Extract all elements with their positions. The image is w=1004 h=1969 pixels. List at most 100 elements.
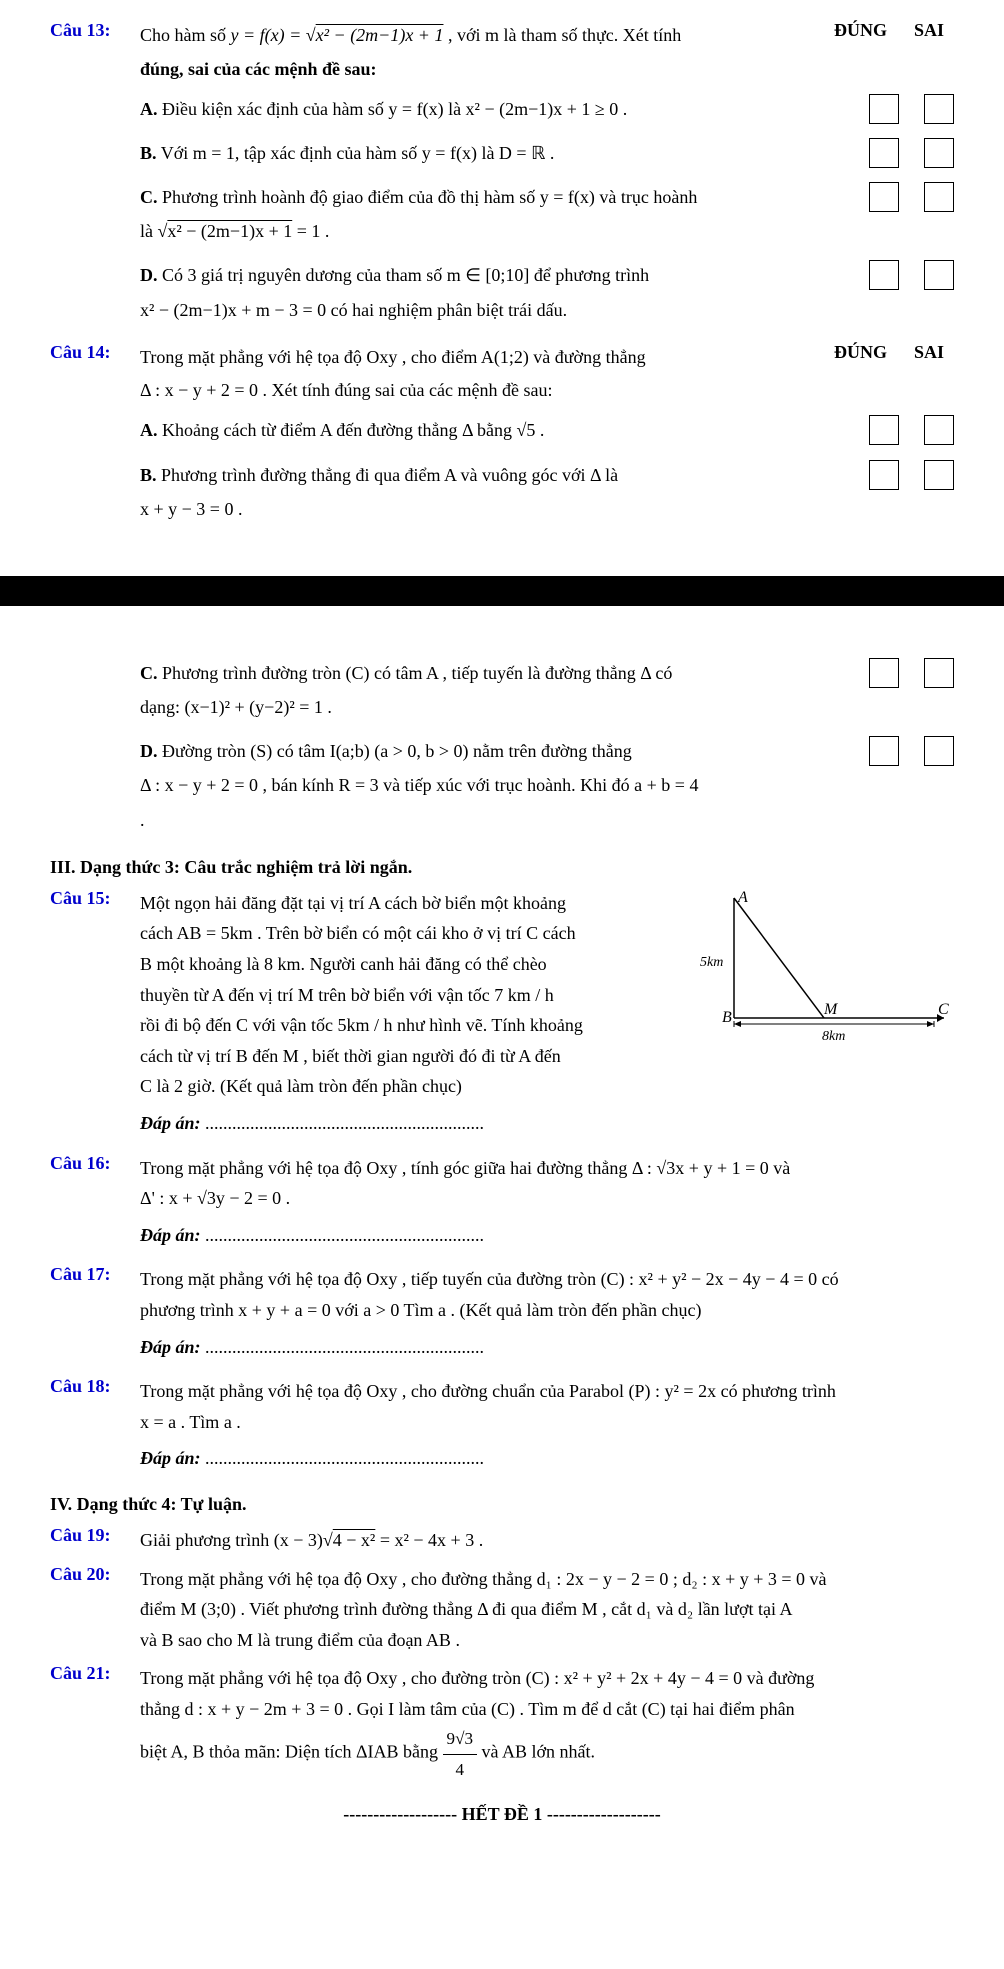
q14-a-row: A. Khoảng cách từ điểm A đến đường thẳng… [140, 413, 954, 447]
q13-c-sai-checkbox[interactable] [924, 182, 954, 212]
q20-row: Câu 20: Trong mặt phẳng với hệ tọa độ Ox… [50, 1564, 954, 1656]
q14-d-checkboxes [869, 734, 954, 766]
q14-c-sai-checkbox[interactable] [924, 658, 954, 688]
q14-header-sai: SAI [904, 342, 954, 363]
q18-answer: Đáp án: [140, 1443, 954, 1474]
q19-row: Câu 19: Giải phương trình (x − 3)√4 − x²… [50, 1525, 954, 1556]
q14-d-line2: Δ : x − y + 2 = 0 , bán kính R = 3 và ti… [140, 775, 698, 795]
q13-c-checkboxes [869, 180, 954, 212]
q14-b-dung-checkbox[interactable] [869, 460, 899, 490]
q19-text: Giải phương trình (x − 3)√4 − x² = x² − … [140, 1530, 483, 1550]
q21-label: Câu 21: [50, 1663, 140, 1684]
q14-c-line2: dạng: (x−1)² + (y−2)² = 1 . [140, 697, 332, 717]
q14-header-dung: ĐÚNG [834, 342, 884, 363]
q13-c-dung-checkbox[interactable] [869, 182, 899, 212]
q13-d-line2: x² − (2m−1)x + m − 3 = 0 có hai nghiệm p… [140, 300, 567, 320]
q18-text1: Trong mặt phẳng với hệ tọa độ Oxy , cho … [140, 1381, 836, 1401]
q13-header-row: Câu 13: Cho hàm số y = f(x) = √x² − (2m−… [50, 20, 954, 51]
q14-b-line1: Phương trình đường thẳng đi qua điểm A v… [157, 465, 619, 485]
q15-p7: C là 2 giờ. (Kết quả làm tròn đến phần c… [140, 1076, 462, 1096]
q13-body: Cho hàm số y = f(x) = √x² − (2m−1)x + 1 … [140, 20, 814, 51]
q14-a-sai-checkbox[interactable] [924, 415, 954, 445]
q15-diagram: A B M C 5km 8km [694, 888, 954, 1058]
q16-text2: Δ' : x + √3y − 2 = 0 . [140, 1188, 290, 1208]
q13-a-label: A. [140, 99, 158, 119]
q21-text1: Trong mặt phẳng với hệ tọa độ Oxy , cho … [140, 1668, 814, 1688]
q15-p4: thuyền từ A đến vị trí M trên bờ biển vớ… [140, 985, 554, 1005]
q13-a-content: Điều kiện xác định của hàm số y = f(x) l… [158, 99, 628, 119]
diagram-label-m: M [823, 1001, 839, 1018]
q18-row: Câu 18: Trong mặt phẳng với hệ tọa độ Ox… [50, 1376, 954, 1474]
q15-row: Câu 15: Một ngọn hải đăng đặt tại vị trí… [50, 888, 954, 1139]
q20-body: Trong mặt phẳng với hệ tọa độ Oxy , cho … [140, 1564, 954, 1656]
q13-d-dung-checkbox[interactable] [869, 260, 899, 290]
q14-d-label: D. [140, 741, 158, 761]
q13-c-line2: là √x² − (2m−1)x + 1 = 1 . [140, 221, 329, 241]
q14-a-text: A. Khoảng cách từ điểm A đến đường thẳng… [140, 413, 849, 447]
q13-c-line1: Phương trình hoành độ giao điểm của đồ t… [158, 187, 698, 207]
q13-line2: đúng, sai của các mệnh đề sau: [140, 59, 954, 80]
q13-c-text: C. Phương trình hoành độ giao điểm của đ… [140, 180, 849, 248]
q14-b-row: B. Phương trình đường thẳng đi qua điểm … [140, 458, 954, 526]
q13-a-sai-checkbox[interactable] [924, 94, 954, 124]
q14-d-sai-checkbox[interactable] [924, 736, 954, 766]
page-divider [0, 576, 1004, 606]
q21-frac-den: 4 [443, 1755, 477, 1784]
q13-intro-before: Cho hàm số [140, 25, 231, 45]
q15-body: Một ngọn hải đăng đặt tại vị trí A cách … [140, 888, 954, 1139]
q16-answer: Đáp án: [140, 1220, 954, 1251]
q13-b-content: Với m = 1, tập xác định của hàm số y = f… [157, 143, 555, 163]
q13-d-row: D. Có 3 giá trị nguyên dương của tham số… [140, 258, 954, 326]
q20-text1: Trong mặt phẳng với hệ tọa độ Oxy , cho … [140, 1569, 827, 1589]
q21-text3-before: biệt A, B thỏa mãn: Diện tích ΔIAB bằng [140, 1742, 443, 1762]
diagram-label-c: C [938, 1001, 949, 1018]
q14-header-cols: ĐÚNG SAI [834, 342, 954, 363]
q21-fraction: 9√3 4 [443, 1724, 477, 1783]
q15-p1: Một ngọn hải đăng đặt tại vị trí A cách … [140, 893, 566, 913]
q14-b-label: B. [140, 465, 157, 485]
q14-c-label: C. [140, 663, 158, 683]
q14-d-line1: Đường tròn (S) có tâm I(a;b) (a > 0, b >… [158, 741, 632, 761]
q14-header-row: Câu 14: Trong mặt phẳng với hệ tọa độ Ox… [50, 342, 954, 373]
q19-label: Câu 19: [50, 1525, 140, 1546]
q13-d-checkboxes [869, 258, 954, 290]
q17-row: Câu 17: Trong mặt phẳng với hệ tọa độ Ox… [50, 1264, 954, 1362]
diagram-label-a: A [737, 889, 748, 906]
q14-a-content: Khoảng cách từ điểm A đến đường thẳng Δ … [158, 420, 545, 440]
q14-body: Trong mặt phẳng với hệ tọa độ Oxy , cho … [140, 342, 814, 373]
q13-a-dung-checkbox[interactable] [869, 94, 899, 124]
q14-c-text: C. Phương trình đường tròn (C) có tâm A … [140, 656, 849, 724]
q14-c-row: C. Phương trình đường tròn (C) có tâm A … [140, 656, 954, 724]
q13-label: Câu 13: [50, 20, 140, 41]
q13-header-cols: ĐÚNG SAI [834, 20, 954, 41]
section-4-title: IV. Dạng thức 4: Tự luận. [50, 1494, 954, 1515]
q14-c-dung-checkbox[interactable] [869, 658, 899, 688]
q13-b-label: B. [140, 143, 157, 163]
q14-b-checkboxes [869, 458, 954, 490]
q17-text1: Trong mặt phẳng với hệ tọa độ Oxy , tiếp… [140, 1269, 839, 1289]
header-dung: ĐÚNG [834, 20, 884, 41]
q21-frac-num: 9√3 [443, 1724, 477, 1754]
q21-text3-after: và AB lớn nhất. [482, 1742, 596, 1762]
q14-d-dung-checkbox[interactable] [869, 736, 899, 766]
q16-text1: Trong mặt phẳng với hệ tọa độ Oxy , tính… [140, 1158, 790, 1178]
q14-intro2: Δ : x − y + 2 = 0 . Xét tính đúng sai củ… [140, 380, 954, 401]
q14-a-label: A. [140, 420, 158, 440]
q13-a-checkboxes [869, 92, 954, 124]
q14-d-line3: . [140, 810, 145, 830]
q16-row: Câu 16: Trong mặt phẳng với hệ tọa độ Ox… [50, 1153, 954, 1251]
q20-text2: điểm M (3;0) . Viết phương trình đường t… [140, 1599, 792, 1619]
q14-a-checkboxes [869, 413, 954, 445]
q14-d-text: D. Đường tròn (S) có tâm I(a;b) (a > 0, … [140, 734, 849, 837]
q17-label: Câu 17: [50, 1264, 140, 1285]
q15-p3: B một khoảng là 8 km. Người canh hải đăn… [140, 954, 547, 974]
q13-b-row: B. Với m = 1, tập xác định của hàm số y … [140, 136, 954, 170]
q14-b-sai-checkbox[interactable] [924, 460, 954, 490]
q13-b-dung-checkbox[interactable] [869, 138, 899, 168]
header-sai: SAI [904, 20, 954, 41]
q14-a-dung-checkbox[interactable] [869, 415, 899, 445]
q13-intro-after: , với m là tham số thực. Xét tính [448, 25, 681, 45]
q13-d-sai-checkbox[interactable] [924, 260, 954, 290]
q16-body: Trong mặt phẳng với hệ tọa độ Oxy , tính… [140, 1153, 954, 1251]
q13-b-sai-checkbox[interactable] [924, 138, 954, 168]
